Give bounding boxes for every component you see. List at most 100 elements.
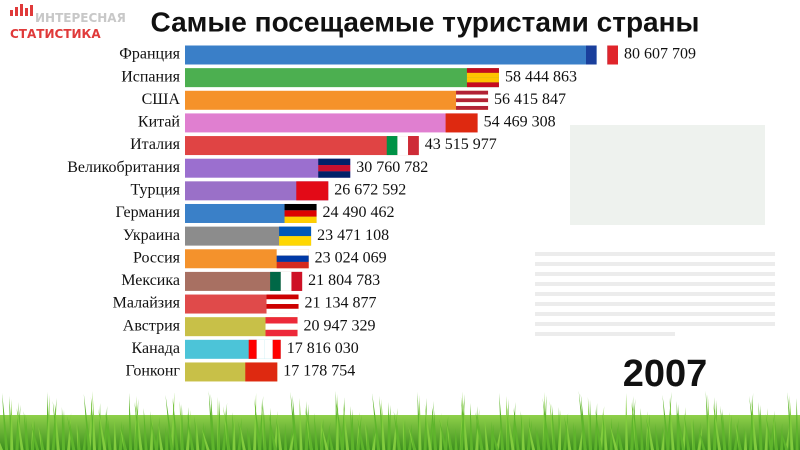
faded-image [570,125,765,225]
grass-blade [633,405,639,450]
bar [185,90,489,110]
flag-stripe [276,255,309,262]
grass-blade [542,395,547,450]
category-label: Малайзия [113,295,181,312]
grass-blade [506,399,510,450]
grass-blade [113,418,117,450]
value-label: 24 490 462 [323,204,395,221]
grass-blade [268,408,272,450]
grass-blade [648,420,654,450]
grass-blade [655,423,660,450]
flag-stripe [586,45,597,65]
flag-stripe [284,216,317,223]
flag-stripe [266,299,299,305]
grass-blade [492,430,499,450]
bar [185,136,419,156]
grass-blade [217,400,220,450]
grass-blade [67,413,72,450]
flag-stripe [456,94,489,99]
grass-blade [320,419,324,450]
flag-stripe [408,136,419,156]
grass-blade [527,420,532,450]
grass-blade [40,429,45,450]
grass-blade [594,403,598,450]
flag-stripe [265,329,298,337]
grass-blade [573,425,577,450]
grass-blade [356,415,362,450]
value-label: 20 947 329 [304,317,376,334]
value-label: 21 804 783 [308,272,380,289]
grass-blade [439,419,448,450]
logo-icon [10,4,33,16]
flag-stripe [607,45,618,65]
grass-blade [366,424,370,450]
grass-blade [98,409,107,450]
flag-stripe [245,362,278,382]
grass-blade [589,400,592,450]
grass-blade [537,429,541,450]
grass-blade [499,393,505,450]
grass-blade [25,414,29,450]
flag-stripe [466,77,499,83]
grass-blade [692,419,696,450]
grass-blade [439,413,443,450]
grass-blade [31,420,35,450]
grass-blade [201,425,206,450]
grass-blade [54,404,60,450]
grass-blade [542,398,551,450]
grass-blade [490,424,494,450]
flag-stripe [266,304,299,309]
grass-blade [470,403,474,450]
flag-stripe [296,181,329,201]
grass-blade [372,430,376,450]
grass-blade [775,420,778,450]
grass-blade [98,403,102,450]
grass-blade [357,418,365,450]
grass-blade [122,430,127,450]
bar [185,68,499,88]
grass-blade [424,404,432,450]
grass-blade [336,400,344,450]
value-label: 17 178 754 [283,363,355,380]
grass-blade [698,428,706,450]
grass-blade [151,420,158,450]
grass-blade [736,424,742,450]
bar [185,158,351,178]
grass-blade [299,398,303,450]
flag-stripe [318,165,351,172]
grass-blade [566,419,572,450]
category-label: Турция [131,182,181,199]
grass-blade [395,414,401,450]
grass-blade [454,428,458,450]
flag-stripe [279,226,312,237]
grass-blade [77,425,81,450]
grass-blade [232,415,236,450]
grass-blade [273,411,278,450]
category-label: Германия [116,204,181,221]
grass-blade [165,395,174,450]
grass-blade [578,428,583,450]
grass-blade [495,427,501,450]
grass-blade [669,398,675,450]
grass-blade [381,399,386,450]
grass-blade [563,413,569,450]
category-label: Канада [132,340,180,357]
value-label: 30 760 782 [356,159,428,176]
flag-stripe [397,136,409,156]
grass-blade [93,400,96,450]
grass-blade [136,405,143,450]
grass-blade [16,408,24,450]
logo-line: СТАТИСТИКА [10,27,101,41]
grass [0,391,800,450]
year-label: 2007 [623,353,708,395]
value-label: 56 415 847 [494,91,566,108]
grass-blade [595,409,603,450]
value-label: 26 672 592 [334,182,406,199]
flag-stripe [265,323,298,330]
flag-stripe [266,294,299,300]
grass-blade [154,417,160,450]
value-label: 17 816 030 [287,340,359,357]
grass-blade [751,399,758,450]
flag-stripe [284,203,317,211]
